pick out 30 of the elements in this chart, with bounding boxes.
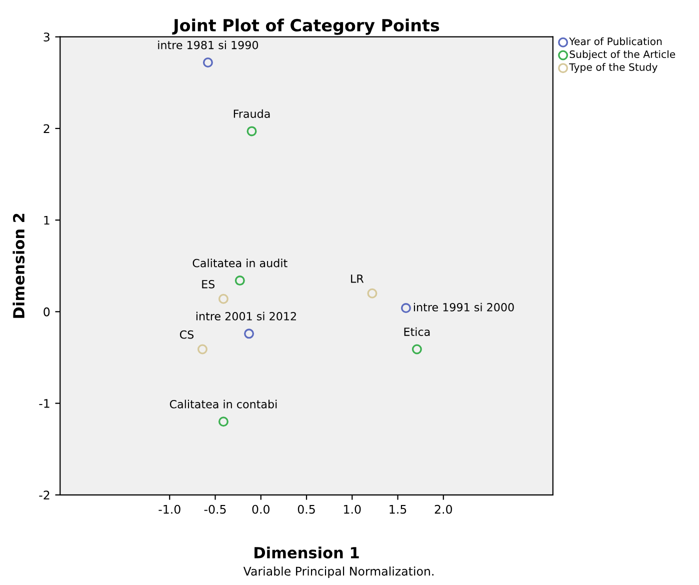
annotation: intre 2001 si 2012 bbox=[196, 312, 296, 320]
x-tick-label: -0.5 bbox=[204, 504, 226, 514]
text: Variable Principal Normalization. bbox=[243, 566, 434, 578]
y-tick-label: 2 bbox=[44, 124, 50, 133]
annotation: CS bbox=[180, 330, 194, 339]
y-tick-label: 0 bbox=[44, 307, 50, 316]
y-tick-label: -1 bbox=[39, 399, 50, 408]
x-tick-label: 0.0 bbox=[252, 504, 270, 514]
y-tick-label: 1 bbox=[44, 216, 50, 225]
annotation: intre 1991 si 2000 bbox=[414, 302, 514, 312]
legend-label: Subject of the Article bbox=[570, 50, 676, 60]
y-axis-title: Dimension 2 bbox=[12, 214, 25, 318]
annotation: Etica bbox=[404, 327, 430, 336]
annotation: ES bbox=[202, 280, 215, 288]
x-tick-label: -1.0 bbox=[158, 504, 180, 514]
x-tick-label: 1.5 bbox=[390, 504, 406, 514]
legend-label: Year of Publication bbox=[569, 37, 662, 46]
y-tick-label: 3 bbox=[44, 32, 50, 42]
chart-title: Joint Plot of Category Points bbox=[172, 18, 440, 35]
annotation: Calitatea in audit bbox=[192, 258, 288, 268]
annotation: Frauda bbox=[234, 109, 270, 118]
y-tick-label: -2 bbox=[39, 490, 50, 500]
x-tick-label: 1.0 bbox=[344, 504, 361, 514]
x-tick-label: 0.5 bbox=[298, 504, 315, 514]
annotation: Calitatea in contabi bbox=[170, 400, 277, 408]
legend-label: Type of the Study bbox=[569, 63, 658, 73]
x-tick-label: 2.0 bbox=[434, 504, 452, 514]
annotation: intre 1981 si 1990 bbox=[158, 40, 258, 50]
annotation: LR bbox=[351, 274, 364, 283]
x-axis-title: Dimension 1 bbox=[254, 546, 359, 558]
